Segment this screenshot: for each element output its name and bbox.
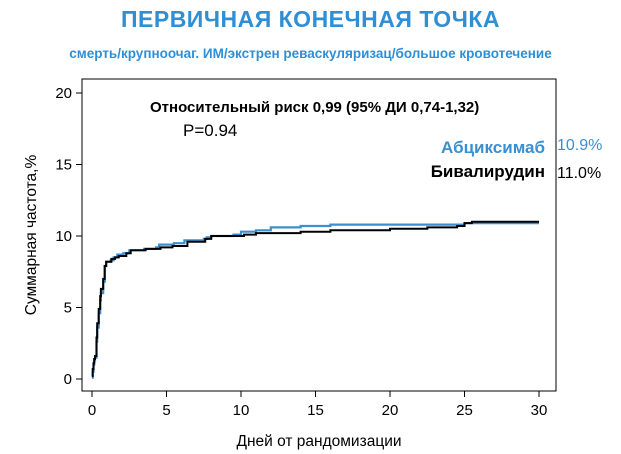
series-line-abciximab bbox=[91, 222, 539, 379]
y-tick-label: 5 bbox=[64, 300, 72, 317]
plot-frame bbox=[81, 78, 557, 392]
series-line-bivalirudin bbox=[91, 220, 539, 378]
legend-abciximab: Абциксимаб bbox=[441, 138, 545, 157]
series-lines bbox=[91, 220, 539, 379]
final-value-bivalirudin: 11.0% bbox=[557, 165, 601, 182]
p-value-annotation: P=0.94 bbox=[183, 121, 237, 140]
final-value-abciximab: 10.9% bbox=[557, 137, 602, 154]
chart-title: ПЕРВИЧНАЯ КОНЕЧНАЯ ТОЧКА bbox=[120, 6, 500, 32]
y-tick-label: 0 bbox=[64, 371, 72, 388]
x-tick-label: 15 bbox=[307, 402, 324, 419]
legend-bivalirudin: Бивалирудин bbox=[431, 162, 545, 181]
x-tick-label: 20 bbox=[382, 402, 399, 419]
x-axis-label: Дней от рандомизации bbox=[236, 433, 401, 450]
x-tick-label: 30 bbox=[531, 402, 548, 419]
risk-annotation: Относительный риск 0,99 (95% ДИ 0,74-1,3… bbox=[150, 99, 479, 116]
axis-ticks: 0 5 10 15 20 25 30 0 5 10 15 20 bbox=[55, 85, 547, 419]
chart-subtitle: смерть/крупноочаг. ИМ/экстрен реваскуляр… bbox=[69, 46, 552, 61]
x-tick-label: 0 bbox=[88, 402, 96, 419]
y-tick-label: 10 bbox=[55, 228, 72, 245]
x-tick-label: 10 bbox=[233, 402, 250, 419]
x-tick-label: 25 bbox=[456, 402, 473, 419]
x-tick-label: 5 bbox=[162, 402, 170, 419]
y-tick-label: 15 bbox=[55, 157, 72, 174]
y-tick-label: 20 bbox=[55, 85, 72, 102]
y-axis-label: Суммарная частота,% bbox=[23, 155, 40, 316]
